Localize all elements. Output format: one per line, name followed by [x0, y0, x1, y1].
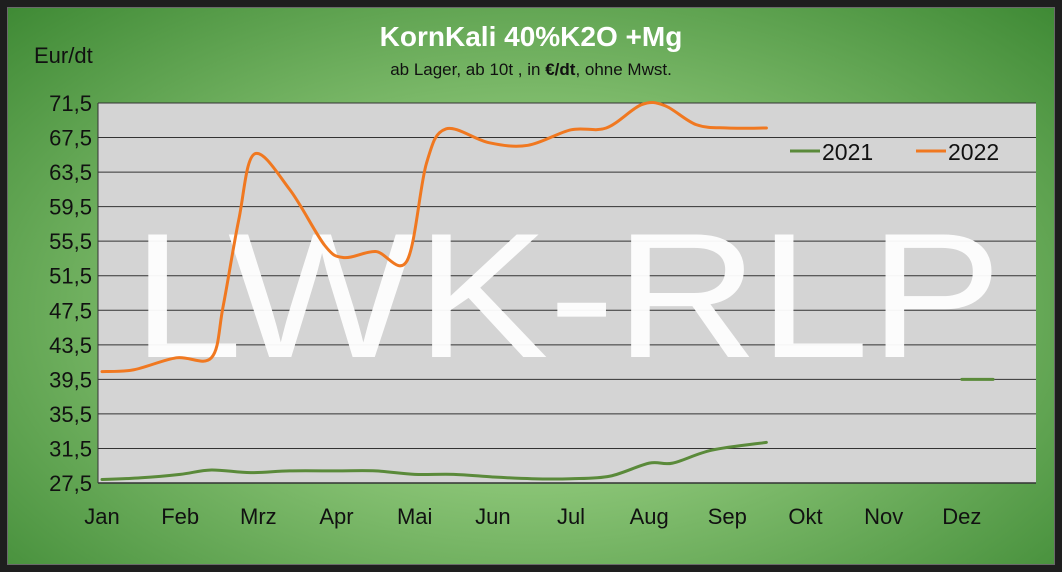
x-tick-label: Feb — [161, 504, 199, 529]
legend-label-2022: 2022 — [948, 139, 999, 165]
plot-area — [98, 103, 1036, 483]
x-tick-label: Okt — [788, 504, 822, 529]
y-tick-label: 67,5 — [49, 126, 92, 151]
y-tick-label: 63,5 — [49, 160, 92, 185]
x-tick-label: Mrz — [240, 504, 277, 529]
x-tick-label: Nov — [864, 504, 903, 529]
x-tick-label: Jun — [475, 504, 510, 529]
x-tick-label: Mai — [397, 504, 432, 529]
y-tick-labels: 71,5 67,5 63,5 59,5 55,5 51,5 47,5 43,5 39,5 35,5… — [49, 91, 92, 496]
y-tick-label: 47,5 — [49, 298, 92, 323]
y-tick-label: 31,5 — [49, 436, 92, 461]
series-line-2021 — [100, 440, 768, 481]
y-tick-label: 27,5 — [49, 471, 92, 496]
legend-label-2021: 2021 — [822, 139, 873, 165]
y-tick-label: 39,5 — [49, 367, 92, 392]
y-tick-label: 71,5 — [49, 91, 92, 116]
y-tick-label: 59,5 — [49, 195, 92, 220]
y-tick-label: 43,5 — [49, 333, 92, 358]
x-tick-labels: Jan Feb Mrz Apr Mai Jun Jul Aug Sep Okt Nov Dez — [84, 504, 981, 529]
x-tick-label: Aug — [630, 504, 669, 529]
grid-lines — [98, 102, 1036, 484]
series-lines — [100, 100, 995, 481]
chart-title: KornKali 40%K2O +Mg — [380, 21, 683, 52]
x-tick-label: Sep — [708, 504, 747, 529]
legend: 2021 2022 — [790, 139, 999, 165]
y-axis-label: Eur/dt — [34, 43, 93, 68]
x-tick-label: Dez — [942, 504, 981, 529]
x-tick-label: Jul — [557, 504, 585, 529]
chart-subtitle: ab Lager, ab 10t , in €/dt, ohne Mwst. — [390, 60, 672, 79]
y-tick-label: 55,5 — [49, 229, 92, 254]
x-tick-label: Apr — [319, 504, 353, 529]
y-tick-label: 51,5 — [49, 264, 92, 289]
x-tick-label: Jan — [84, 504, 119, 529]
y-tick-label: 35,5 — [49, 402, 92, 427]
watermark: LWK-RLP — [132, 196, 1002, 395]
series-line-2022 — [100, 100, 768, 374]
